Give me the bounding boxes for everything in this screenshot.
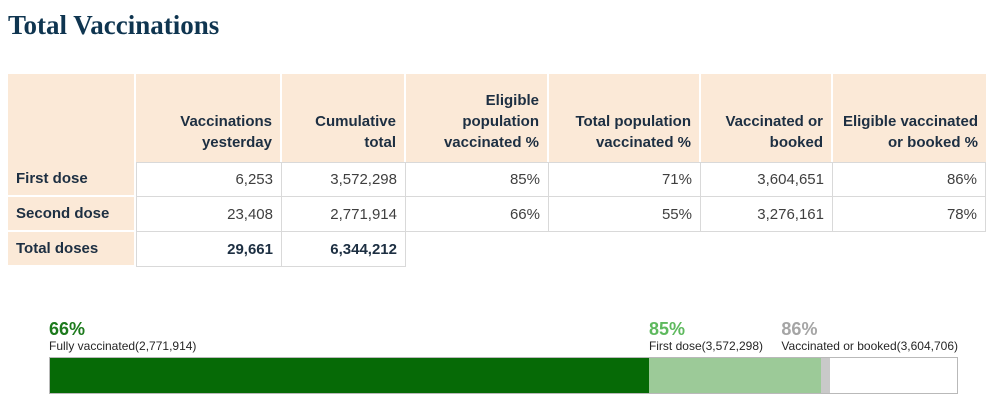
progress-bar-track bbox=[49, 357, 958, 394]
cell-blank bbox=[833, 232, 986, 267]
cell-blank bbox=[701, 232, 833, 267]
cell-value: 86% bbox=[833, 162, 986, 197]
cell-value: 3,604,651 bbox=[701, 162, 833, 197]
cell-blank bbox=[406, 232, 549, 267]
cell-value: 29,661 bbox=[136, 232, 282, 267]
cell-value: 23,408 bbox=[136, 197, 282, 232]
cell-value: 6,344,212 bbox=[282, 232, 406, 267]
cell-value: 6,253 bbox=[136, 162, 282, 197]
cell-value: 2,771,914 bbox=[282, 197, 406, 232]
header-vaccinations-yesterday: Vaccinations yesterday bbox=[136, 74, 282, 162]
cell-value: 71% bbox=[549, 162, 701, 197]
cell-value: 85% bbox=[406, 162, 549, 197]
table-row-total-doses: Total doses 29,661 6,344,212 bbox=[8, 232, 986, 267]
vaccinated-or-booked-percent: 86% bbox=[781, 319, 818, 339]
fully-vaccinated-percent: 66% bbox=[49, 319, 86, 339]
vaccinations-table: Vaccinations yesterday Cumulative total … bbox=[8, 74, 986, 267]
dashboard: Total Vaccinations Vaccinations yesterda… bbox=[8, 10, 986, 394]
row-label: First dose bbox=[8, 162, 136, 197]
row-label: Second dose bbox=[8, 197, 136, 232]
table-header-row: Vaccinations yesterday Cumulative total … bbox=[8, 74, 986, 162]
cell-value: 66% bbox=[406, 197, 549, 232]
cell-value: 3,276,161 bbox=[701, 197, 833, 232]
cell-value: 3,572,298 bbox=[282, 162, 406, 197]
header-vaccinated-or-booked: Vaccinated or booked bbox=[701, 74, 833, 162]
vaccination-progress-chart: 66% Fully vaccinated(2,771,914) 85% Firs… bbox=[49, 313, 958, 394]
table-row-first-dose: First dose 6,253 3,572,298 85% 71% 3,604… bbox=[8, 162, 986, 197]
page-title: Total Vaccinations bbox=[8, 10, 220, 40]
cell-blank bbox=[549, 232, 701, 267]
header-eligible-population-vaccinated: Eligible population vaccinated % bbox=[406, 74, 549, 162]
cell-value: 78% bbox=[833, 197, 986, 232]
segment-vaccinated-or-booked bbox=[820, 358, 830, 393]
vaccinated-or-booked-sublabel: Vaccinated or booked(3,604,706) bbox=[781, 339, 958, 353]
progress-chart-labels: 66% Fully vaccinated(2,771,914) 85% Firs… bbox=[49, 313, 958, 357]
table-row-second-dose: Second dose 23,408 2,771,914 66% 55% 3,2… bbox=[8, 197, 986, 232]
label-first-dose: 85% First dose(3,572,298) bbox=[649, 319, 763, 354]
label-fully-vaccinated: 66% Fully vaccinated(2,771,914) bbox=[49, 319, 196, 354]
first-dose-percent: 85% bbox=[648, 319, 685, 339]
label-vaccinated-or-booked: 86% Vaccinated or booked(3,604,706) bbox=[781, 319, 958, 354]
segment-fully-vaccinated bbox=[50, 358, 649, 393]
header-total-population-vaccinated: Total population vaccinated % bbox=[549, 74, 701, 162]
fully-vaccinated-sublabel: Fully vaccinated(2,771,914) bbox=[49, 339, 197, 353]
cell-value: 55% bbox=[549, 197, 701, 232]
header-eligible-vaccinated-or-booked: Eligible vaccinated or booked % bbox=[833, 74, 986, 162]
row-label: Total doses bbox=[8, 232, 136, 267]
segment-first-dose bbox=[648, 358, 821, 393]
header-cumulative-total: Cumulative total bbox=[282, 74, 406, 162]
header-corner-cell bbox=[8, 74, 136, 162]
first-dose-sublabel: First dose(3,572,298) bbox=[648, 339, 763, 353]
